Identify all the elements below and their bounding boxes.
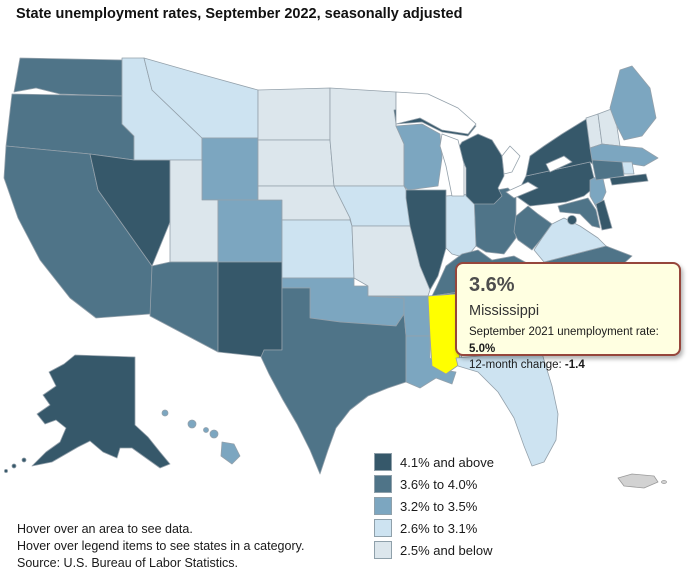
state-louisiana[interactable]	[405, 335, 457, 389]
state-texas[interactable]	[260, 287, 407, 475]
legend-item-4.1-and-above[interactable]: 4.1% and above	[374, 453, 494, 471]
tooltip-previous-rate: September 2021 unemployment rate: 5.0%	[469, 324, 667, 357]
legend-item-2.5-and-below[interactable]: 2.5% and below	[374, 541, 494, 559]
state-arizona[interactable]	[149, 261, 219, 353]
legend-item-3.6-to-4.0[interactable]: 3.6% to 4.0%	[374, 475, 494, 493]
territory-puerto-rico[interactable]	[617, 473, 667, 489]
legend-item-2.6-to-3.1[interactable]: 2.6% to 3.1%	[374, 519, 494, 537]
state-maine[interactable]	[609, 65, 657, 141]
legend-swatch-palest	[374, 541, 392, 559]
state-wisconsin[interactable]	[395, 123, 443, 191]
legend-swatch-medium	[374, 497, 392, 515]
state-district-of-columbia[interactable]	[567, 215, 577, 225]
legend-swatch-darkest	[374, 453, 392, 471]
lake-ontario	[545, 155, 573, 173]
footer-hover-note: Hover over an area to see data.	[17, 522, 193, 536]
state-data-tooltip: 3.6% Mississippi September 2021 unemploy…	[455, 262, 681, 371]
state-ohio[interactable]	[473, 187, 517, 255]
tooltip-previous-rate-label: September 2021 unemployment rate:	[469, 326, 659, 338]
legend-label: 2.5% and below	[400, 542, 493, 558]
state-colorado[interactable]	[217, 199, 283, 263]
legend-label: 4.1% and above	[400, 454, 494, 470]
state-alaska[interactable]	[4, 354, 171, 473]
tooltip-previous-rate-value: 5.0%	[469, 342, 496, 355]
state-pennsylvania[interactable]	[515, 161, 597, 207]
legend-label: 3.6% to 4.0%	[400, 476, 478, 492]
state-indiana[interactable]	[445, 193, 477, 259]
tooltip-rate-value: 3.6%	[469, 274, 515, 296]
footer-legend-note: Hover over legend items to see states in…	[17, 539, 305, 553]
state-new-mexico[interactable]	[217, 261, 283, 358]
tooltip-state-name: Mississippi	[469, 303, 540, 319]
footer-notes: Hover over an area to see data. Hover ov…	[17, 521, 304, 572]
legend-swatch-dark	[374, 475, 392, 493]
legend-label: 2.6% to 3.1%	[400, 520, 478, 536]
footer-source-note: Source: U.S. Bureau of Labor Statistics.	[17, 556, 238, 570]
map-legend: 4.1% and above 3.6% to 4.0% 3.2% to 3.5%…	[374, 453, 494, 563]
page-title: State unemployment rates, September 2022…	[16, 6, 463, 22]
state-north-dakota[interactable]	[257, 87, 331, 141]
tooltip-change-label: 12-month change:	[469, 359, 565, 372]
state-south-dakota[interactable]	[257, 139, 335, 187]
tooltip-change-value: -1.4	[564, 359, 585, 372]
state-hawaii[interactable]	[161, 409, 241, 465]
state-washington[interactable]	[13, 57, 123, 97]
lake-erie	[505, 181, 539, 199]
legend-label: 3.2% to 3.5%	[400, 498, 478, 514]
state-virginia[interactable]	[533, 217, 607, 263]
state-maryland[interactable]	[557, 197, 601, 229]
lake-huron	[501, 145, 521, 175]
state-wyoming[interactable]	[201, 137, 259, 201]
lake-michigan	[439, 133, 465, 197]
state-connecticut[interactable]	[591, 159, 625, 181]
legend-item-3.2-to-3.5[interactable]: 3.2% to 3.5%	[374, 497, 494, 515]
legend-swatch-light	[374, 519, 392, 537]
state-minnesota[interactable]	[329, 87, 405, 187]
state-kansas[interactable]	[281, 219, 355, 279]
state-delaware[interactable]	[595, 199, 613, 231]
tooltip-12-month-change: 12-month change: -1.4	[469, 357, 667, 374]
lake-superior	[395, 91, 477, 135]
